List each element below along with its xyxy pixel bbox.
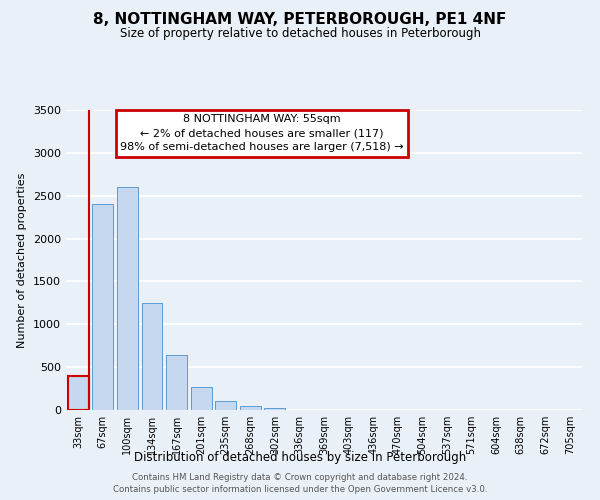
Bar — [68, 376, 89, 410]
Text: Size of property relative to detached houses in Peterborough: Size of property relative to detached ho… — [119, 28, 481, 40]
Bar — [191, 387, 212, 410]
Text: 8, NOTTINGHAM WAY, PETERBOROUGH, PE1 4NF: 8, NOTTINGHAM WAY, PETERBOROUGH, PE1 4NF — [94, 12, 506, 28]
Bar — [215, 401, 236, 410]
Bar — [265, 408, 286, 410]
Bar — [68, 376, 89, 410]
Text: Distribution of detached houses by size in Peterborough: Distribution of detached houses by size … — [134, 451, 466, 464]
Text: Contains HM Land Registry data © Crown copyright and database right 2024.
Contai: Contains HM Land Registry data © Crown c… — [113, 472, 487, 494]
Y-axis label: Number of detached properties: Number of detached properties — [17, 172, 28, 348]
Bar — [240, 406, 261, 410]
Bar — [92, 204, 113, 410]
Bar — [117, 187, 138, 410]
Text: 8 NOTTINGHAM WAY: 55sqm
← 2% of detached houses are smaller (117)
98% of semi-de: 8 NOTTINGHAM WAY: 55sqm ← 2% of detached… — [120, 114, 404, 152]
Bar — [166, 355, 187, 410]
Bar — [142, 303, 163, 410]
